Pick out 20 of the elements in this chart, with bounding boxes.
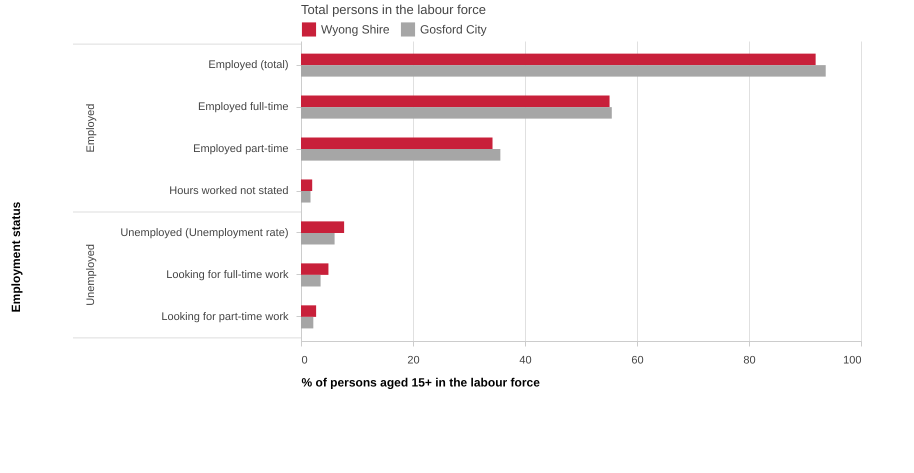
- y-tick-label: Employed full-time: [198, 101, 288, 114]
- y-tick-label: Looking for full-time work: [166, 268, 289, 281]
- y-tick-label: Looking for part-time work: [161, 310, 289, 323]
- y-tick-label: Employed (total): [208, 59, 288, 72]
- y-tick-label: Hours worked not stated: [169, 185, 288, 197]
- x-tick-label: 0: [302, 354, 308, 366]
- legend-label: Wyong Shire: [321, 22, 390, 36]
- x-tick-label: 100: [843, 354, 862, 366]
- x-tick-label: 80: [743, 354, 756, 366]
- x-tick-label: 60: [631, 354, 644, 366]
- y-tick-label: Employed part-time: [193, 143, 288, 156]
- x-axis-title: % of persons aged 15+ in the labour force: [302, 376, 540, 390]
- legend-label: Gosford City: [420, 22, 487, 36]
- text: Unemployed: [85, 244, 97, 306]
- x-tick-label: 20: [407, 354, 420, 366]
- text: Employment status: [9, 201, 23, 312]
- text: Employed: [85, 104, 97, 153]
- x-tick-label: 40: [519, 354, 532, 366]
- chart-title: Total persons in the labour force: [301, 2, 486, 17]
- y-tick-label: Unemployed (Unemployment rate): [120, 226, 288, 239]
